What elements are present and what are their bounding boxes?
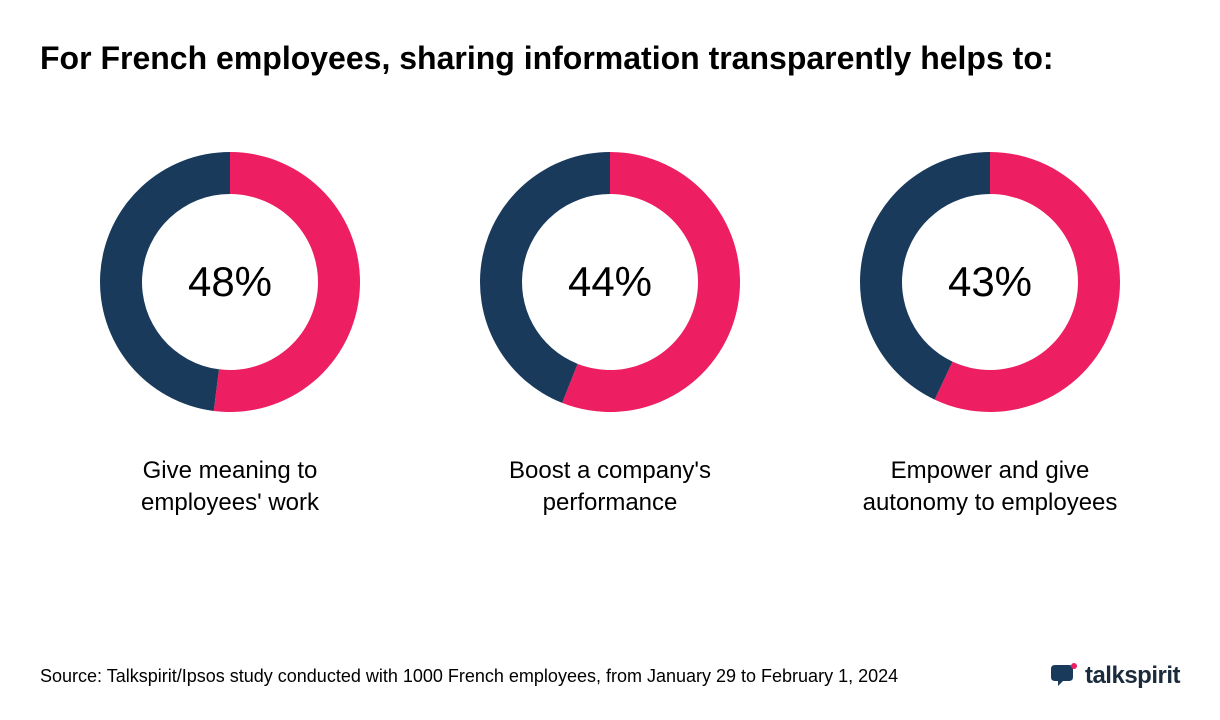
chart-caption-0: Give meaning to employees' work xyxy=(80,455,380,520)
donut-value-0: 48% xyxy=(188,258,272,306)
talkspirit-icon xyxy=(1051,663,1079,689)
chart-block-2: 43% Empower and give autonomy to employe… xyxy=(820,137,1160,520)
chart-caption-1: Boost a company's performance xyxy=(460,455,760,520)
donut-chart-0: 48% xyxy=(85,137,375,427)
charts-row: 48% Give meaning to employees' work 44% … xyxy=(40,137,1180,520)
donut-chart-2: 43% xyxy=(845,137,1135,427)
donut-value-1: 44% xyxy=(568,258,652,306)
donut-chart-1: 44% xyxy=(465,137,755,427)
chart-block-0: 48% Give meaning to employees' work xyxy=(60,137,400,520)
source-text: Source: Talkspirit/Ipsos study conducted… xyxy=(40,666,898,687)
brand-name: talkspirit xyxy=(1085,662,1180,690)
footer: Source: Talkspirit/Ipsos study conducted… xyxy=(40,662,1180,690)
chart-caption-2: Empower and give autonomy to employees xyxy=(840,455,1140,520)
brand-logo: talkspirit xyxy=(1051,662,1180,690)
chart-block-1: 44% Boost a company's performance xyxy=(440,137,780,520)
page-title: For French employees, sharing informatio… xyxy=(40,40,1180,77)
donut-value-2: 43% xyxy=(948,258,1032,306)
